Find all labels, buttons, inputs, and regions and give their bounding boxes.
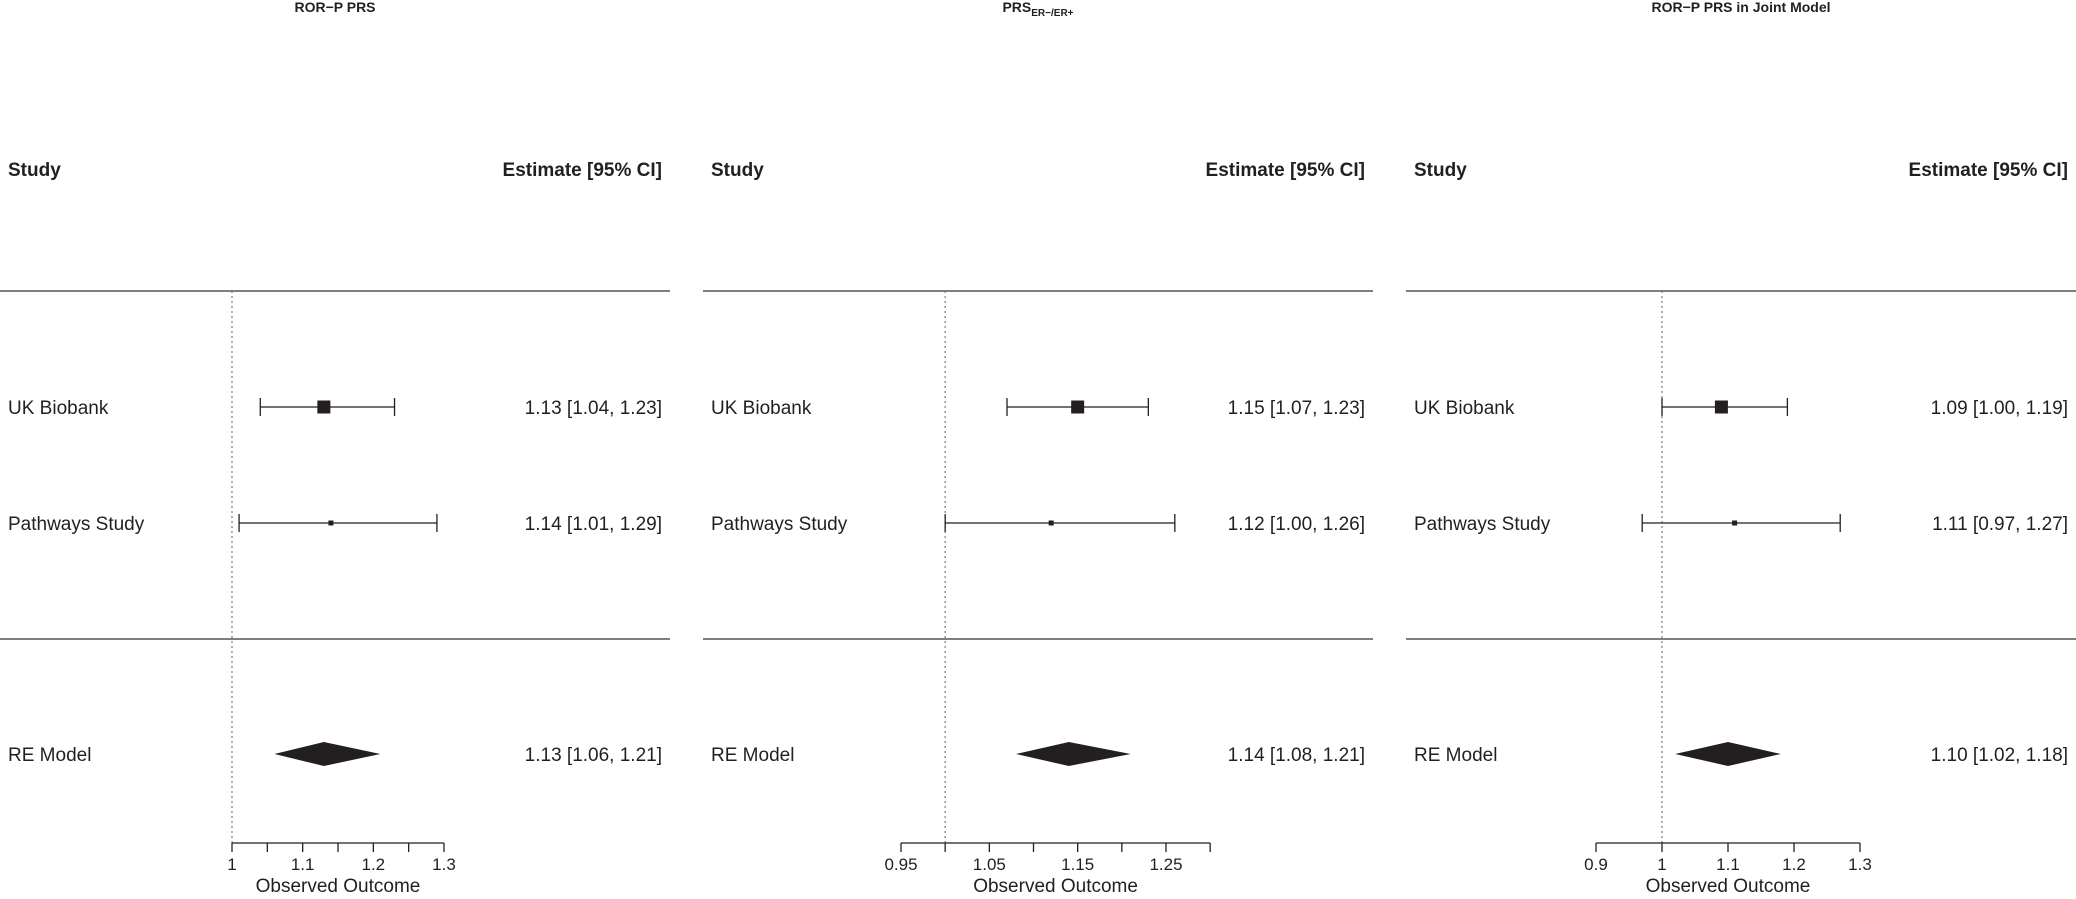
panel-title: PRSER−/ER+ [1002, 0, 1073, 19]
summary-estimate-text: 1.10 [1.02, 1.18] [1931, 745, 2068, 766]
x-tick-label: 1.25 [1149, 855, 1182, 874]
summary-label: RE Model [711, 745, 794, 766]
x-tick-label: 1.1 [1716, 855, 1740, 874]
panel-title-main: ROR−P PRS in Joint Model [1651, 0, 1830, 15]
x-tick-label: 0.9 [1584, 855, 1608, 874]
summary-label: RE Model [8, 745, 91, 766]
point-estimate-square [1732, 520, 1738, 526]
estimate-text: 1.09 [1.00, 1.19] [1931, 398, 2068, 419]
panel-title: ROR−P PRS in Joint Model [1651, 0, 1830, 15]
study-label: UK Biobank [8, 398, 109, 419]
study-label: Pathways Study [1414, 514, 1551, 535]
study-column-header: Study [711, 160, 764, 181]
study-label: Pathways Study [711, 514, 848, 535]
x-tick-label: 1.05 [973, 855, 1006, 874]
summary-estimate-text: 1.13 [1.06, 1.21] [525, 745, 662, 766]
x-tick-label: 1.15 [1061, 855, 1094, 874]
point-estimate-square [328, 520, 334, 526]
estimate-text: 1.14 [1.01, 1.29] [525, 514, 662, 535]
estimate-text: 1.13 [1.04, 1.23] [525, 398, 662, 419]
forest-panel: PRSER−/ER+ Study Estimate [95% CI] UK Bioba… [703, 0, 1373, 897]
x-tick-label: 1.2 [362, 855, 386, 874]
summary-diamond [1675, 742, 1781, 766]
forest-panel: ROR−P PRS in Joint Model Study Estimate [9… [1406, 0, 2076, 897]
point-estimate-square [1714, 400, 1728, 414]
estimate-column-header: Estimate [95% CI] [503, 160, 662, 181]
x-tick-label: 1.2 [1782, 855, 1806, 874]
x-tick-label: 1.3 [432, 855, 456, 874]
study-column-header: Study [8, 160, 61, 181]
study-label: UK Biobank [711, 398, 812, 419]
summary-diamond [1015, 742, 1131, 766]
x-tick-label: 1 [227, 855, 236, 874]
estimate-text: 1.11 [0.97, 1.27] [1932, 514, 2068, 535]
point-estimate-square [1048, 520, 1054, 526]
x-axis-label: Observed Outcome [973, 876, 1138, 894]
point-estimate-square [317, 400, 331, 414]
estimate-column-header: Estimate [95% CI] [1909, 160, 2068, 181]
point-estimate-square [1071, 400, 1085, 414]
x-tick-label: 1 [1657, 855, 1666, 874]
x-axis-label: Observed Outcome [1646, 876, 1811, 894]
panel-title-subscript: ER−/ER+ [1031, 8, 1073, 19]
study-label: Pathways Study [8, 514, 145, 535]
summary-diamond [274, 742, 381, 766]
panel-title: ROR−P PRS [294, 0, 375, 15]
x-tick-label: 1.3 [1848, 855, 1872, 874]
estimate-column-header: Estimate [95% CI] [1206, 160, 1365, 181]
estimate-text: 1.12 [1.00, 1.26] [1228, 514, 1365, 535]
forest-panel: ROR−P PRS Study Estimate [95% CI] UK Bioban… [0, 0, 670, 897]
summary-estimate-text: 1.14 [1.08, 1.21] [1228, 745, 1365, 766]
estimate-text: 1.15 [1.07, 1.23] [1228, 398, 1365, 419]
study-column-header: Study [1414, 160, 1467, 181]
x-axis-label: Observed Outcome [256, 876, 421, 894]
summary-label: RE Model [1414, 745, 1497, 766]
x-tick-label: 0.95 [884, 855, 917, 874]
study-label: UK Biobank [1414, 398, 1515, 419]
panel-title-main: PRS [1002, 0, 1031, 15]
panel-title-main: ROR−P PRS [294, 0, 375, 15]
x-tick-label: 1.1 [291, 855, 315, 874]
